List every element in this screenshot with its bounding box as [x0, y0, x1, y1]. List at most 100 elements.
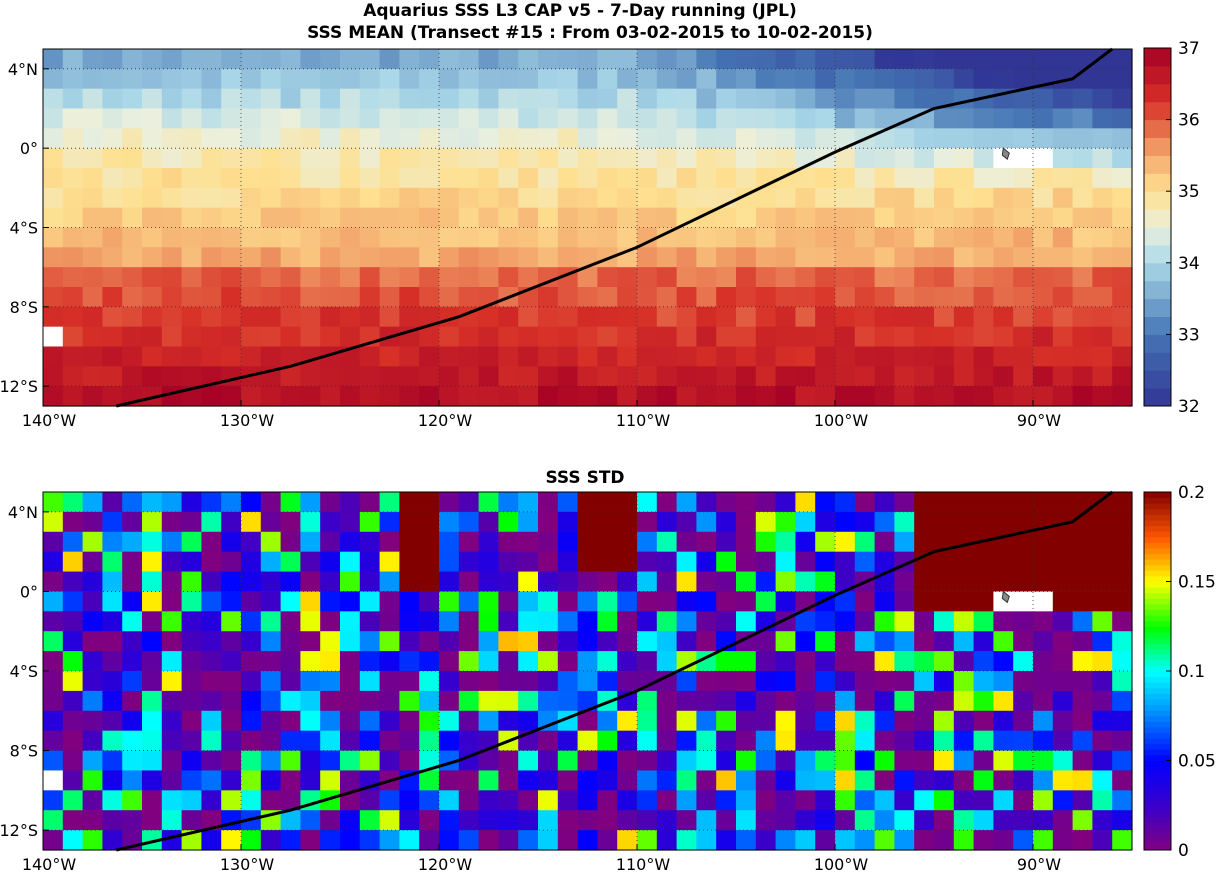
heatmap-cell — [340, 267, 361, 288]
heatmap-cell — [359, 790, 381, 811]
heatmap-cell — [300, 730, 321, 752]
heatmap-cell — [82, 492, 103, 513]
heatmap-cell — [538, 631, 559, 652]
heatmap-cell — [676, 710, 697, 732]
heatmap-cell — [82, 68, 103, 90]
heatmap-cell — [43, 551, 64, 573]
heatmap-cell — [597, 128, 618, 149]
heatmap-cell — [736, 207, 757, 229]
heatmap-cell — [478, 611, 499, 632]
heatmap-cell — [676, 671, 697, 692]
heatmap-cell — [538, 187, 559, 209]
heatmap-cell — [181, 790, 202, 811]
heatmap-cell — [854, 492, 876, 513]
colorbar-tick-label: 35 — [1178, 182, 1200, 202]
heatmap-cell — [478, 148, 499, 169]
heatmap-cell — [894, 750, 915, 772]
heatmap-cell — [458, 631, 480, 652]
heatmap-cell — [795, 306, 816, 328]
heatmap-cell — [973, 207, 994, 229]
heatmap-cell — [1033, 346, 1054, 367]
heatmap-cell — [617, 750, 638, 772]
heatmap-cell — [1013, 227, 1034, 248]
colorbar-segment — [1144, 827, 1171, 834]
heatmap-cell — [320, 386, 341, 407]
heatmap-cell — [557, 287, 579, 308]
heatmap-cell — [1072, 591, 1093, 612]
heatmap-cell — [656, 366, 678, 387]
heatmap-cell — [102, 227, 123, 248]
heatmap-cell — [953, 287, 975, 308]
heatmap-cell — [934, 551, 955, 573]
heatmap-cell — [478, 810, 499, 831]
heatmap-cell — [458, 326, 480, 348]
heatmap-cell — [894, 326, 915, 348]
heatmap-cell — [201, 492, 222, 513]
heatmap-cell — [142, 108, 163, 129]
heatmap-cell — [617, 492, 638, 513]
heatmap-cell — [755, 551, 777, 573]
heatmap-cell — [815, 790, 836, 811]
heatmap-cell — [775, 810, 796, 831]
heatmap-cell — [82, 790, 103, 811]
heatmap-cell — [934, 611, 955, 632]
heatmap-cell — [577, 287, 598, 308]
heatmap-cell — [300, 651, 321, 672]
heatmap-cell — [399, 492, 420, 513]
heatmap-cell — [359, 511, 381, 533]
heatmap-cell — [62, 770, 84, 791]
heatmap-cell — [458, 287, 480, 308]
heatmap-cell — [597, 511, 618, 533]
heatmap-cell — [815, 306, 836, 328]
heatmap-cell — [993, 68, 1014, 90]
heatmap-cell — [874, 366, 895, 387]
heatmap-cell — [498, 386, 519, 407]
heatmap-cell — [597, 750, 618, 772]
heatmap-cell — [439, 207, 460, 229]
heatmap-cell — [815, 88, 836, 110]
colorbar-segment — [1144, 559, 1171, 566]
heatmap-cell — [755, 207, 777, 229]
heatmap-cell — [538, 148, 559, 169]
heatmap-cell — [676, 492, 697, 513]
heatmap-cell — [755, 386, 777, 407]
heatmap-cell — [775, 306, 796, 328]
heatmap-cell — [1112, 631, 1133, 652]
heatmap-cell — [161, 611, 183, 632]
heatmap-cell — [221, 247, 242, 268]
heatmap-cell — [1092, 651, 1113, 672]
heatmap-cell — [557, 492, 579, 513]
heatmap-cell — [835, 571, 856, 593]
heatmap-cell — [1013, 611, 1034, 632]
heatmap-cell — [142, 790, 163, 811]
heatmap-cell — [1013, 730, 1034, 752]
heatmap-cell — [518, 710, 539, 732]
heatmap-cell — [637, 168, 658, 189]
heatmap-cell — [874, 168, 895, 189]
heatmap-cell — [122, 267, 143, 288]
heatmap-cell — [478, 571, 499, 593]
heatmap-cell — [260, 591, 282, 612]
heatmap-cell — [835, 148, 856, 169]
heatmap-cell — [181, 326, 202, 348]
heatmap-cell — [122, 366, 143, 387]
heatmap-cell — [1072, 790, 1093, 811]
heatmap-cell — [62, 386, 84, 407]
heatmap-cell — [340, 651, 361, 672]
heatmap-cell — [399, 168, 420, 189]
heatmap-cell — [538, 531, 559, 553]
heatmap-cell — [1013, 207, 1034, 229]
heatmap-cell — [835, 68, 856, 90]
heatmap-cell — [359, 68, 381, 90]
heatmap-cell — [379, 571, 400, 593]
heatmap-cell — [557, 386, 579, 407]
heatmap-cell — [181, 148, 202, 169]
heatmap-cell — [914, 267, 935, 288]
heatmap-cell — [82, 810, 103, 831]
heatmap-cell — [439, 830, 460, 851]
y-tick-label: 12°S — [0, 377, 38, 396]
heatmap-cell — [439, 690, 460, 712]
heatmap-cell — [340, 571, 361, 593]
heatmap-cell — [518, 88, 539, 110]
heatmap-cell — [637, 690, 658, 712]
